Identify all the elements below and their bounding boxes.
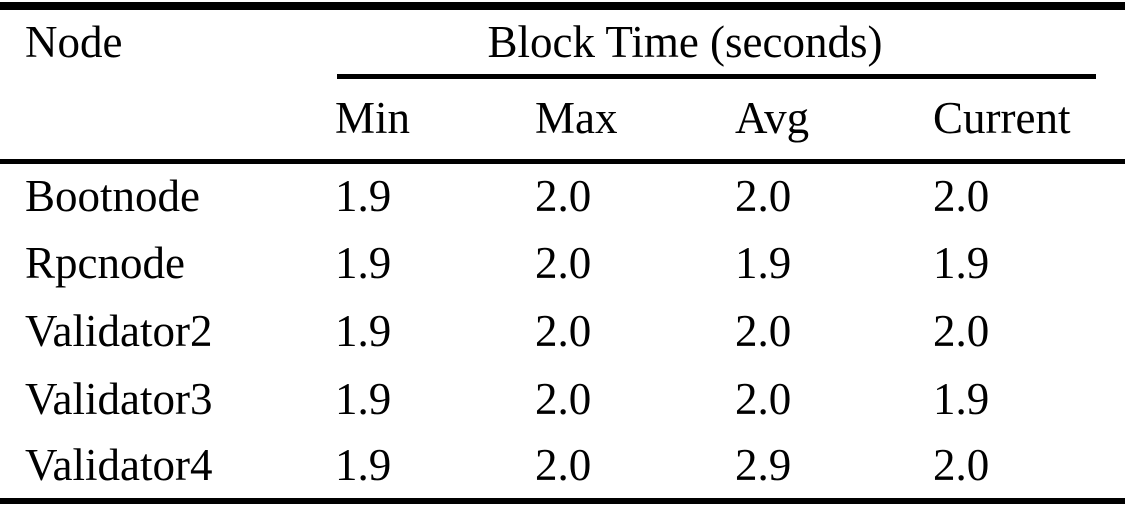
node-name-cell: Rpcnode	[25, 237, 185, 288]
current-value-cell: 1.9	[933, 237, 990, 288]
table-row: Rpcnode 1.9 2.0 1.9 1.9	[0, 229, 1125, 297]
current-column-header: Current	[933, 79, 1125, 164]
min-column-header: Min	[335, 79, 535, 164]
min-value-cell: 1.9	[335, 373, 392, 424]
block-time-group-header: Block Time (seconds)	[487, 16, 883, 67]
current-value-cell: 1.9	[933, 373, 990, 424]
cmidrule-line	[337, 74, 1097, 79]
node-name-cell: Validator3	[25, 373, 213, 424]
current-value-cell: 2.0	[933, 305, 990, 356]
current-value-cell: 2.0	[933, 170, 990, 221]
max-value-cell: 2.0	[535, 170, 592, 221]
table-row: Bootnode 1.9 2.0 2.0 2.0	[0, 161, 1125, 229]
avg-value-cell: 1.9	[735, 237, 792, 288]
min-value-cell: 1.9	[335, 170, 392, 221]
max-value-cell: 2.0	[535, 237, 592, 288]
node-name-cell: Bootnode	[25, 170, 200, 221]
min-value-cell: 1.9	[335, 237, 392, 288]
avg-value-cell: 2.0	[735, 305, 792, 356]
node-name-cell: Validator4	[25, 440, 213, 490]
max-value-cell: 2.0	[535, 373, 592, 424]
avg-column-header: Avg	[735, 79, 933, 164]
table-header-row-group: Node Block Time (seconds)	[0, 6, 1125, 74]
table-row: Validator3 1.9 2.0 2.0 1.9	[0, 365, 1125, 433]
current-value-cell: 2.0	[933, 440, 990, 490]
max-value-cell: 2.0	[535, 440, 592, 490]
cmidrule-cell	[335, 74, 1125, 79]
max-value-cell: 2.0	[535, 305, 592, 356]
avg-value-cell: 2.0	[735, 373, 792, 424]
table-row: Validator2 1.9 2.0 2.0 2.0	[0, 297, 1125, 365]
min-value-cell: 1.9	[335, 440, 392, 490]
block-time-table: Node Block Time (seconds) Min Max Avg Cu…	[0, 2, 1125, 504]
table-row: Validator4 1.9 2.0 2.9 2.0	[0, 433, 1125, 501]
max-column-header: Max	[535, 79, 735, 164]
cmidrule-row	[0, 74, 1125, 79]
avg-value-cell: 2.0	[735, 170, 792, 221]
table-subheader-row: Min Max Avg Current	[0, 79, 1125, 164]
min-value-cell: 1.9	[335, 305, 392, 356]
node-subheader-empty	[0, 79, 335, 164]
avg-value-cell: 2.9	[735, 440, 792, 490]
node-name-cell: Validator2	[25, 305, 213, 356]
node-column-header: Node	[25, 16, 123, 67]
